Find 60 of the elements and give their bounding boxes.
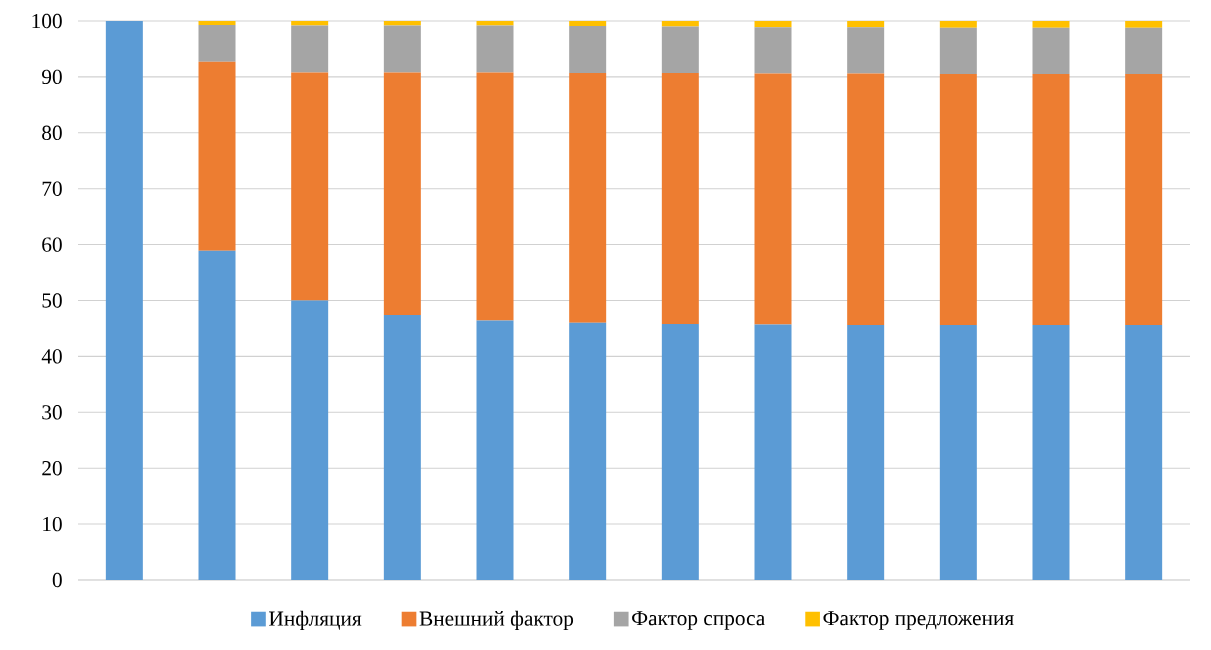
y-tick-label: 10 (43, 516, 62, 532)
bar (291, 25, 329, 73)
bar (754, 73, 792, 325)
bar (754, 27, 792, 74)
bar (383, 20, 421, 26)
bar (939, 74, 977, 326)
bar (569, 26, 607, 73)
bar (198, 24, 236, 62)
y-tick-label: 70 (42, 181, 62, 196)
bar (661, 72, 699, 324)
bar (1125, 325, 1163, 580)
bar (383, 72, 421, 316)
bar (291, 300, 329, 580)
bar (1125, 27, 1163, 75)
legend-label: Фактор предложения (823, 611, 1014, 630)
bar (569, 322, 607, 580)
bar (476, 20, 514, 26)
bar (939, 20, 977, 28)
legend-label: Фактор спроса (632, 611, 765, 630)
bar (291, 20, 329, 26)
bar (661, 323, 699, 580)
bar (1125, 20, 1163, 28)
bar (661, 26, 699, 73)
bar (661, 20, 699, 27)
bar (847, 27, 885, 74)
y-tick-label: 90 (41, 69, 62, 85)
bar (1032, 20, 1070, 28)
bar (847, 325, 885, 580)
bar (476, 25, 514, 73)
y-tick-label: 20 (42, 461, 62, 476)
y-tick-label: 40 (41, 349, 62, 364)
y-tick-label: 50 (42, 293, 62, 308)
bar (105, 20, 143, 580)
bar (198, 61, 236, 251)
bar (754, 20, 792, 28)
bar (939, 27, 977, 75)
bar (1032, 27, 1070, 75)
bar (569, 72, 607, 323)
bar (1032, 325, 1070, 580)
bar (754, 324, 792, 580)
bar (476, 320, 514, 580)
bar (1125, 74, 1163, 326)
legend-label: Инфляция (269, 610, 362, 631)
legend-label: Внешний фактор (419, 610, 574, 631)
bar (383, 315, 421, 580)
y-tick-label: 80 (42, 125, 62, 140)
bar (939, 325, 977, 580)
bar (383, 25, 421, 73)
bar (198, 250, 236, 580)
y-tick-label: 0 (52, 572, 62, 588)
bar (1032, 74, 1070, 326)
bar (476, 72, 514, 321)
bar (569, 20, 607, 27)
y-tick-label: 60 (42, 237, 62, 252)
bar (291, 72, 329, 301)
y-tick-label: 100 (32, 13, 62, 29)
bar (847, 20, 885, 28)
bar (847, 73, 885, 326)
bar (198, 20, 236, 25)
y-tick-label: 30 (42, 405, 62, 420)
